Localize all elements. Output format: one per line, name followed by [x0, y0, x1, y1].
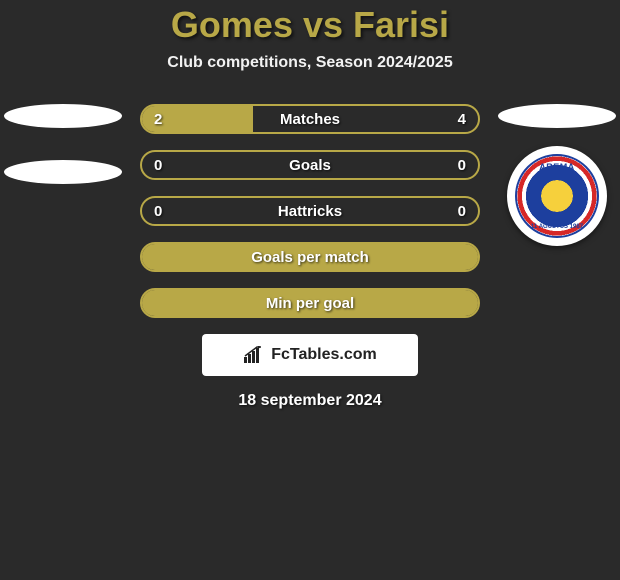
page-subtitle: Club competitions, Season 2024/2025 [0, 54, 620, 72]
stat-bars: 24Matches 00Goals 00Hattricks Goals per mat… [140, 104, 480, 318]
stat-label: Goals [142, 152, 478, 178]
stat-bar: 24Matches [140, 104, 480, 134]
comparison-panel: AREMA 11 AGUSTUS 1987 24Matches 00Goals 00… [0, 104, 620, 410]
brand-text: FcTables.com [271, 346, 377, 364]
stat-bar: Goals per match [140, 242, 480, 272]
player-right-badge-placeholder-1 [498, 104, 616, 128]
stat-bar: 00Goals [140, 150, 480, 180]
brand-box: FcTables.com [202, 334, 418, 376]
stat-label: Min per goal [142, 290, 478, 316]
snapshot-date: 18 september 2024 [0, 392, 620, 410]
player-left-badge-placeholder-1 [4, 104, 122, 128]
player-left-badge-placeholder-2 [4, 160, 122, 184]
stat-label: Goals per match [142, 244, 478, 270]
stat-label: Matches [142, 106, 478, 132]
club-badge-bottom-text: 11 AGUSTUS 1987 [517, 224, 597, 230]
club-badge-arema: AREMA 11 AGUSTUS 1987 [507, 146, 607, 246]
stat-label: Hattricks [142, 198, 478, 224]
stat-bar: Min per goal [140, 288, 480, 318]
chart-icon [243, 346, 265, 364]
club-badge-top-text: AREMA [517, 162, 597, 172]
stat-bar: 00Hattricks [140, 196, 480, 226]
right-player-column: AREMA 11 AGUSTUS 1987 [498, 104, 616, 254]
page-title: Gomes vs Farisi [0, 0, 620, 46]
left-player-column [4, 104, 122, 216]
